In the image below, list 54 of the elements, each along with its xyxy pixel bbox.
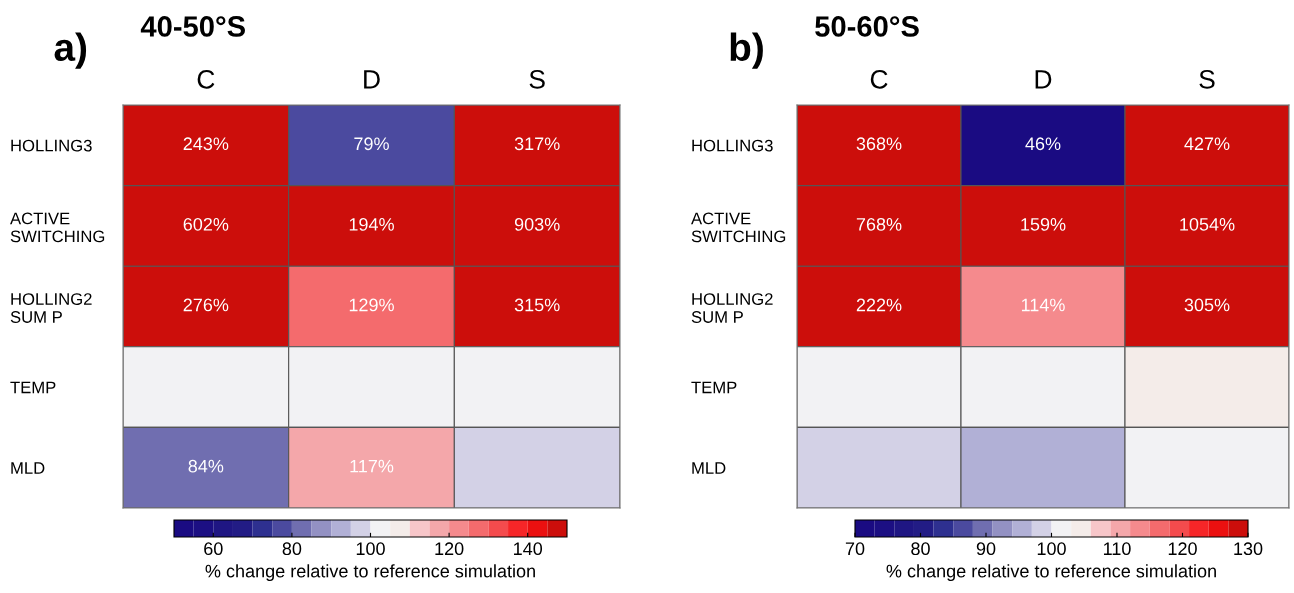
data-label: 194% — [349, 217, 394, 231]
color-bar-label: 130 — [1234, 542, 1263, 556]
data-label: 427% — [1184, 137, 1230, 151]
data-label: 305% — [1184, 298, 1230, 312]
data-label: 114% — [1021, 298, 1065, 312]
x-tick-label: S — [529, 69, 545, 89]
color-bar-title: % change relative to reference simulation — [886, 564, 1216, 582]
chart-title: 50-60°S — [815, 16, 919, 37]
y-tick-label: HOLLING2 SUM P — [10, 293, 92, 323]
data-label: 315% — [514, 298, 560, 312]
color-bar-label: 60 — [204, 542, 223, 556]
y-tick-label: ACTIVE SWITCHING — [10, 212, 105, 243]
text: a) — [54, 32, 87, 69]
x-tick-label: C — [197, 69, 215, 89]
data-label: 46% — [1025, 137, 1061, 151]
color-bar-label: 70 — [845, 542, 865, 556]
data-label: 276% — [183, 298, 229, 312]
color-bar-label: 90 — [976, 542, 996, 556]
y-tick-label: HOLLING2 SUM P — [691, 293, 773, 323]
data-label: 84% — [188, 459, 224, 473]
text: b) — [730, 32, 763, 69]
color-bar-label: 120 — [1168, 542, 1197, 556]
x-tick-label: D — [364, 70, 380, 89]
color-bar-label: 80 — [911, 542, 930, 556]
data-label: 903% — [514, 217, 560, 231]
color-bar-label: 110 — [1103, 542, 1131, 556]
y-tick-label: MLD — [11, 462, 45, 474]
data-label: 768% — [856, 217, 902, 231]
color-bar-label: 80 — [282, 542, 302, 556]
data-label: 317% — [514, 137, 560, 151]
x-tick-label: C — [870, 69, 888, 89]
data-label: 159% — [1021, 217, 1066, 231]
color-bar-label: 100 — [1037, 542, 1066, 556]
data-label: 368% — [856, 137, 902, 151]
data-label: 117% — [350, 459, 394, 473]
data-label: 602% — [183, 217, 229, 231]
color-bar-title: % change relative to reference simulation — [205, 564, 535, 582]
y-tick-label: ACTIVE SWITCHING — [691, 212, 786, 243]
color-bar-label: 100 — [356, 542, 385, 556]
data-label: 243% — [183, 137, 229, 151]
data-label: 222% — [856, 298, 902, 312]
y-tick-label: HOLLING3 — [11, 139, 92, 152]
data-label: 1054% — [1180, 217, 1235, 231]
color-bar-label: 120 — [435, 542, 464, 556]
color-bar-label: 140 — [514, 542, 543, 556]
y-tick-label: MLD — [692, 462, 726, 474]
x-tick-label: D — [1035, 70, 1052, 89]
x-tick-label: S — [1199, 69, 1215, 89]
data-label: 129% — [349, 298, 394, 312]
y-tick-label: TEMP — [691, 381, 737, 394]
chart-title: 40-50°S — [140, 16, 245, 37]
y-tick-label: HOLLING3 — [692, 139, 773, 152]
data-label: 79% — [354, 137, 389, 151]
y-tick-label: TEMP — [10, 381, 56, 394]
